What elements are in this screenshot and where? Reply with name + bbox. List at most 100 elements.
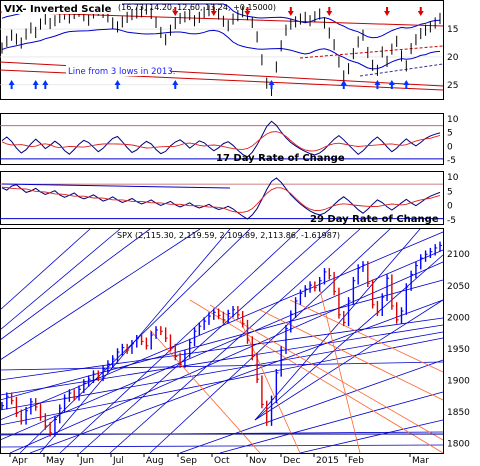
vix-signal-arrows xyxy=(8,7,424,89)
spx-fan-line xyxy=(289,299,444,373)
vix-up-arrow xyxy=(388,80,395,89)
vix-down-arrow xyxy=(172,7,179,16)
spx-fan-line xyxy=(319,289,361,454)
roc29-y-tick-label: 0 xyxy=(447,202,453,212)
vix-down-arrow xyxy=(210,7,217,16)
spx-trendline xyxy=(254,299,444,421)
roc29-trendline xyxy=(1,183,231,189)
roc17-y-tick-label: -5 xyxy=(447,156,456,166)
vix-up-arrow xyxy=(172,80,179,89)
spx-x-tick-label: Oct xyxy=(214,456,230,466)
spx-y-tick-labels: 2100 2050 2000 1950 1900 1850 1800 xyxy=(447,250,470,449)
roc17-y-tick-label: 5 xyxy=(447,129,453,139)
vix-down-arrow xyxy=(384,7,391,16)
spx-panel-frame xyxy=(0,228,444,454)
spx-trendline xyxy=(149,228,391,454)
spx-x-tick-label: 2015 xyxy=(316,456,339,466)
spx-trendline xyxy=(109,228,361,454)
roc29-series xyxy=(1,177,441,220)
roc17-reference-lines xyxy=(0,125,443,160)
vix-up-arrow xyxy=(8,80,15,89)
roc29-y-tick-label: 5 xyxy=(447,187,453,197)
spx-x-tick-label: Jul xyxy=(112,456,124,466)
roc29-title: 29 Day Rate of Change xyxy=(310,214,439,225)
vix-down-arrow xyxy=(244,7,251,16)
spx-trendline xyxy=(0,228,201,361)
spx-trendline xyxy=(0,444,444,448)
roc17-title: 17 Day Rate of Change xyxy=(216,153,345,164)
spx-trendline xyxy=(39,228,231,454)
spx-x-tick-label: Sep xyxy=(180,456,197,466)
roc17-signal-line xyxy=(1,131,441,152)
spx-price-bars xyxy=(1,241,442,437)
spx-trendline xyxy=(179,359,444,454)
vix-dashed-trendline xyxy=(299,45,444,59)
vix-up-arrow xyxy=(114,80,121,89)
spx-x-tick-label: Dec xyxy=(283,456,300,466)
roc29-y-tick-labels: 10 5 0 -5 xyxy=(447,173,459,226)
roc29-y-tick-label: -5 xyxy=(447,216,456,226)
spx-y-tick-label: 1800 xyxy=(447,440,470,450)
roc29-panel-frame xyxy=(0,171,444,225)
spx-trendline xyxy=(0,228,151,341)
vix-up-arrow xyxy=(340,80,347,89)
spx-trendline xyxy=(9,261,444,454)
spx-x-tick-label: Mar xyxy=(412,456,429,466)
spx-y-tick-label: 2000 xyxy=(447,313,470,323)
roc29-line xyxy=(1,177,441,220)
spx-trendline xyxy=(0,324,444,396)
vix-annotation-backdrop xyxy=(66,65,170,76)
spx-x-tick-label: Nov xyxy=(249,456,267,466)
spx-title: SPX xyxy=(117,231,133,240)
roc17-y-tick-label: 10 xyxy=(447,115,459,125)
vix-lower-band xyxy=(1,28,441,70)
spx-trendline xyxy=(254,228,421,421)
vix-y-tick-label: 15 xyxy=(447,25,458,35)
spx-fan-line xyxy=(189,299,444,454)
spx-y-tick-label: 1850 xyxy=(447,408,470,418)
vix-up-arrow xyxy=(42,80,49,89)
roc17-y-tick-labels: 10 5 0 -5 xyxy=(447,115,459,166)
spx-value-readout: (2,115.30, 2,119.59, 2,109.89, 2,113.86,… xyxy=(135,231,340,240)
vix-dashed-trendline xyxy=(359,63,444,77)
vix-down-arrow xyxy=(287,7,294,16)
spx-x-tick-label: Jun xyxy=(79,456,94,466)
spx-fan-line xyxy=(149,329,261,454)
vix-up-arrow xyxy=(32,80,39,89)
spx-y-tick-label: 1900 xyxy=(447,376,470,386)
vix-value-readout: (16.73, 14.20, 12.60, 13.24, +0.15000) xyxy=(118,3,276,12)
spx-trendline xyxy=(29,299,444,454)
vix-trendline-annotation: Line from 3 lows in 2013. xyxy=(68,67,175,77)
spx-x-tick-labels: Apr May Jun Jul Aug Sep Oct Nov Dec 2015 Feb Mar xyxy=(9,453,429,466)
vix-title-backdrop xyxy=(2,2,122,14)
roc17-panel-frame xyxy=(0,113,444,165)
spx-x-tick-label: Feb xyxy=(348,456,364,466)
vix-y-tick-label: 25 xyxy=(447,81,458,91)
spx-trendline xyxy=(0,337,444,426)
spx-x-tick-label: May xyxy=(46,456,65,466)
spx-y-tick-label: 2050 xyxy=(447,282,470,292)
spx-trendline xyxy=(219,391,444,454)
spx-trendline xyxy=(0,228,91,311)
roc29-reference-lines xyxy=(0,183,443,220)
vix-gridlines xyxy=(0,28,443,86)
roc17-y-tick-label: 0 xyxy=(447,142,453,152)
spx-fan-line xyxy=(209,304,444,441)
spx-y-tick-label: 1950 xyxy=(447,345,470,355)
roc17-series xyxy=(1,120,441,158)
vix-up-arrow xyxy=(403,80,410,89)
vix-y-tick-label: 20 xyxy=(447,53,459,63)
spx-trendline xyxy=(0,279,444,401)
vix-y-tick-labels: 15 20 25 xyxy=(447,25,459,91)
spx-y-tick-label: 2100 xyxy=(447,250,470,260)
vix-up-arrow xyxy=(268,80,275,89)
spx-fan-line xyxy=(239,319,301,454)
spx-trendline xyxy=(59,228,301,454)
spx-trendline xyxy=(0,228,121,331)
vix-title: VIX- Inverted Scale xyxy=(4,4,112,15)
spx-trendline xyxy=(299,419,444,454)
spx-x-tick-label: Apr xyxy=(12,456,28,466)
roc29-y-tick-label: 10 xyxy=(447,173,459,183)
spx-trendline-fan xyxy=(0,228,444,454)
vix-down-arrow xyxy=(326,7,333,16)
